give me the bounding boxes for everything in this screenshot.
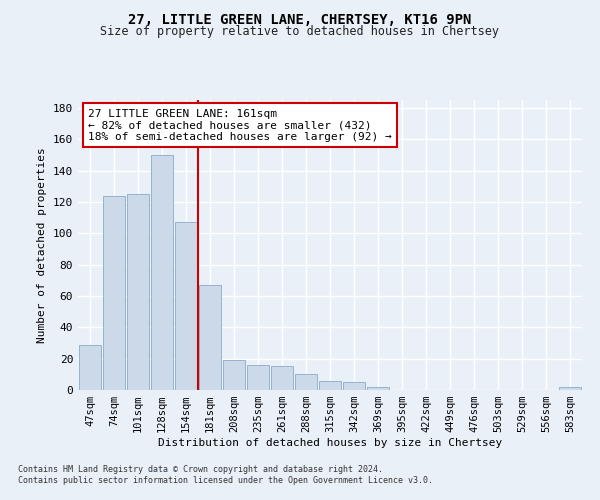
Text: Size of property relative to detached houses in Chertsey: Size of property relative to detached ho… bbox=[101, 25, 499, 38]
Bar bbox=[343, 382, 365, 390]
Text: Contains public sector information licensed under the Open Government Licence v3: Contains public sector information licen… bbox=[18, 476, 433, 485]
Text: 27, LITTLE GREEN LANE, CHERTSEY, KT16 9PN: 27, LITTLE GREEN LANE, CHERTSEY, KT16 9P… bbox=[128, 12, 472, 26]
Text: 27 LITTLE GREEN LANE: 161sqm
← 82% of detached houses are smaller (432)
18% of s: 27 LITTLE GREEN LANE: 161sqm ← 82% of de… bbox=[88, 108, 392, 142]
Bar bbox=[151, 155, 173, 390]
Bar bbox=[199, 285, 221, 390]
Text: Distribution of detached houses by size in Chertsey: Distribution of detached houses by size … bbox=[158, 438, 502, 448]
Bar bbox=[103, 196, 125, 390]
Bar bbox=[559, 387, 581, 390]
Bar bbox=[295, 374, 317, 390]
Bar bbox=[367, 387, 389, 390]
Bar bbox=[319, 380, 341, 390]
Bar bbox=[79, 344, 101, 390]
Bar bbox=[175, 222, 197, 390]
Bar bbox=[223, 360, 245, 390]
Bar bbox=[127, 194, 149, 390]
Text: Contains HM Land Registry data © Crown copyright and database right 2024.: Contains HM Land Registry data © Crown c… bbox=[18, 465, 383, 474]
Y-axis label: Number of detached properties: Number of detached properties bbox=[37, 147, 47, 343]
Bar bbox=[247, 365, 269, 390]
Bar bbox=[271, 366, 293, 390]
